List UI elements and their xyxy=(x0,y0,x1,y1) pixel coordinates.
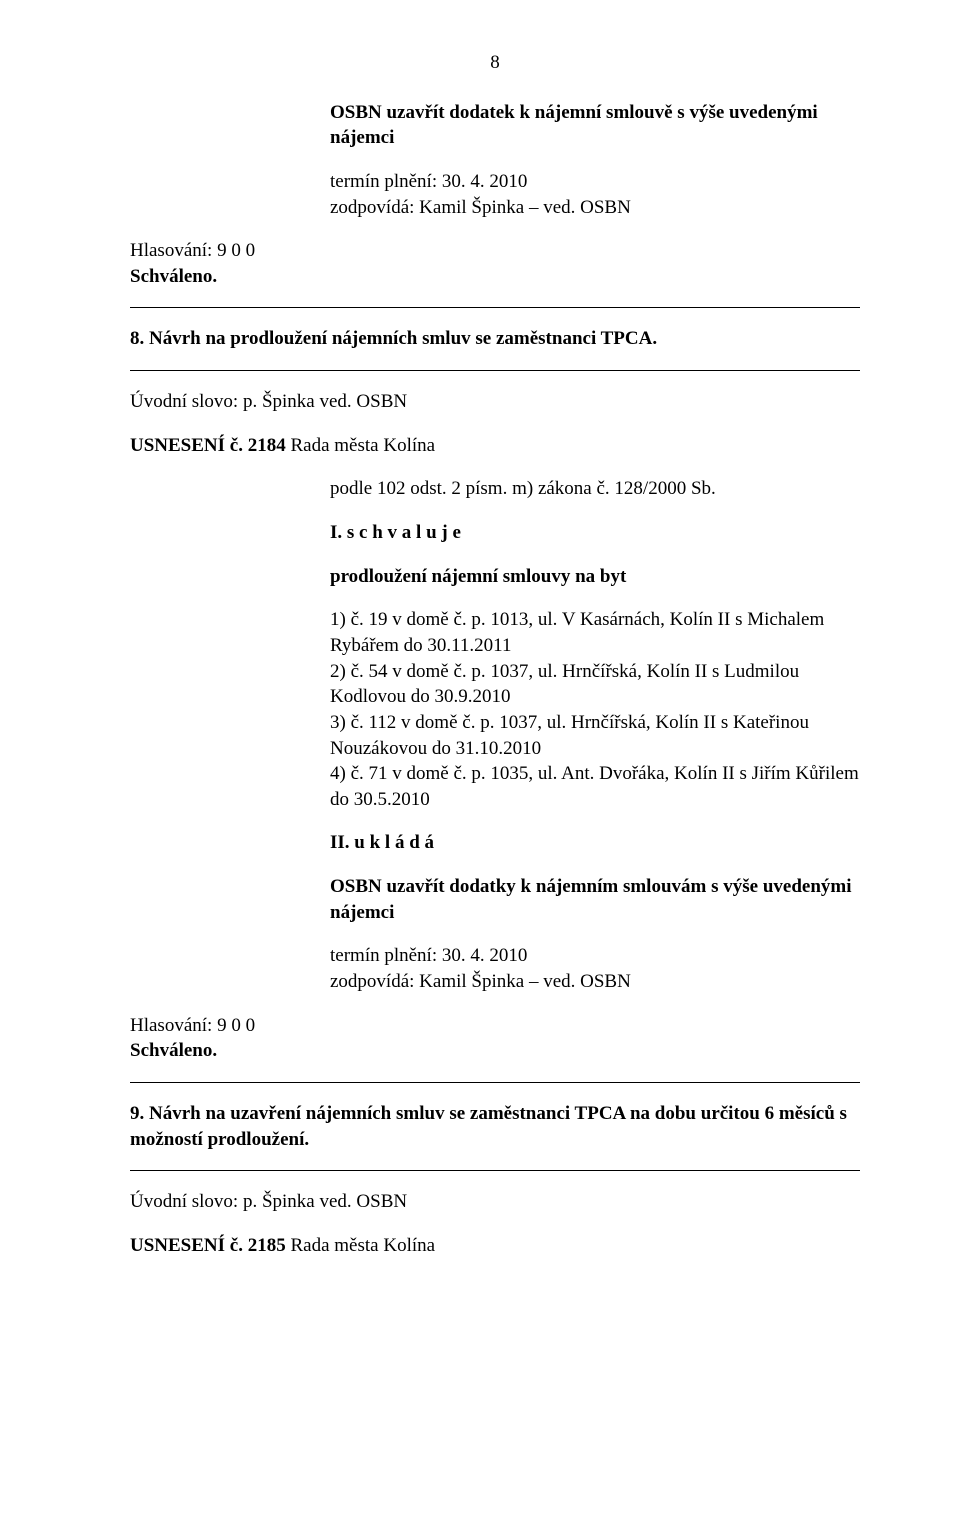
termin2-line1: termín plnění: 30. 4. 2010 xyxy=(330,943,860,969)
smlouvy-list: 1) č. 19 v domě č. p. 1013, ul. V Kasárn… xyxy=(330,607,860,812)
schvaleno2: Schváleno. xyxy=(130,1038,860,1064)
section-9-title: 9. Návrh na uzavření nájemních smluv se … xyxy=(130,1101,860,1152)
divider xyxy=(130,370,860,371)
vote-block-1: Hlasování: 9 0 0 Schváleno. xyxy=(130,238,860,289)
ii-uklada: II. u k l á d á xyxy=(330,830,860,856)
divider xyxy=(130,1170,860,1171)
divider xyxy=(130,307,860,308)
list-item: 4) č. 71 v domě č. p. 1035, ul. Ant. Dvo… xyxy=(330,761,860,812)
uvodni-slovo-2: Úvodní slovo: p. Špinka ved. OSBN xyxy=(130,1189,860,1215)
section-8-title: 8. Návrh na prodloužení nájemních smluv … xyxy=(130,326,860,352)
hlasovani2: Hlasování: 9 0 0 xyxy=(130,1013,860,1039)
divider xyxy=(130,1082,860,1083)
i-schvaluje: I. s c h v a l u j e xyxy=(330,520,860,546)
termin1-line2: zodpovídá: Kamil Špinka – ved. OSBN xyxy=(330,195,860,221)
prodlouzeni-heading: prodloužení nájemní smlouvy na byt xyxy=(330,564,860,590)
list-item: 3) č. 112 v domě č. p. 1037, ul. Hrnčířs… xyxy=(330,710,860,761)
schvaleno1: Schváleno. xyxy=(130,264,860,290)
list-item: 2) č. 54 v domě č. p. 1037, ul. Hrnčířsk… xyxy=(330,659,860,710)
vote-block-2: Hlasování: 9 0 0 Schváleno. xyxy=(130,1013,860,1064)
osbn-uzavrit: OSBN uzavřít dodatky k nájemním smlouvám… xyxy=(330,874,860,925)
termin-block-1: termín plnění: 30. 4. 2010 zodpovídá: Ka… xyxy=(330,169,860,220)
page-number: 8 xyxy=(130,50,860,76)
document-page: 8 OSBN uzavřít dodatek k nájemní smlouvě… xyxy=(0,0,960,1535)
usneseni-2184-rest: Rada města Kolína xyxy=(286,435,435,456)
termin1-line1: termín plnění: 30. 4. 2010 xyxy=(330,169,860,195)
podle-paragraph: podle 102 odst. 2 písm. m) zákona č. 128… xyxy=(330,476,860,502)
usneseni-2185: USNESENÍ č. 2185 Rada města Kolína xyxy=(130,1233,860,1259)
list-item: 1) č. 19 v domě č. p. 1013, ul. V Kasárn… xyxy=(330,607,860,658)
intro-block: OSBN uzavřít dodatek k nájemní smlouvě s… xyxy=(330,100,860,151)
usneseni-2185-label: USNESENÍ č. 2185 xyxy=(130,1235,286,1256)
hlasovani1: Hlasování: 9 0 0 xyxy=(130,238,860,264)
usneseni-2184: USNESENÍ č. 2184 Rada města Kolína xyxy=(130,433,860,459)
usneseni-2184-label: USNESENÍ č. 2184 xyxy=(130,435,286,456)
uvodni-slovo-1: Úvodní slovo: p. Špinka ved. OSBN xyxy=(130,389,860,415)
termin2-line2: zodpovídá: Kamil Špinka – ved. OSBN xyxy=(330,969,860,995)
termin-block-2: termín plnění: 30. 4. 2010 zodpovídá: Ka… xyxy=(330,943,860,994)
usneseni-2185-rest: Rada města Kolína xyxy=(286,1235,435,1256)
